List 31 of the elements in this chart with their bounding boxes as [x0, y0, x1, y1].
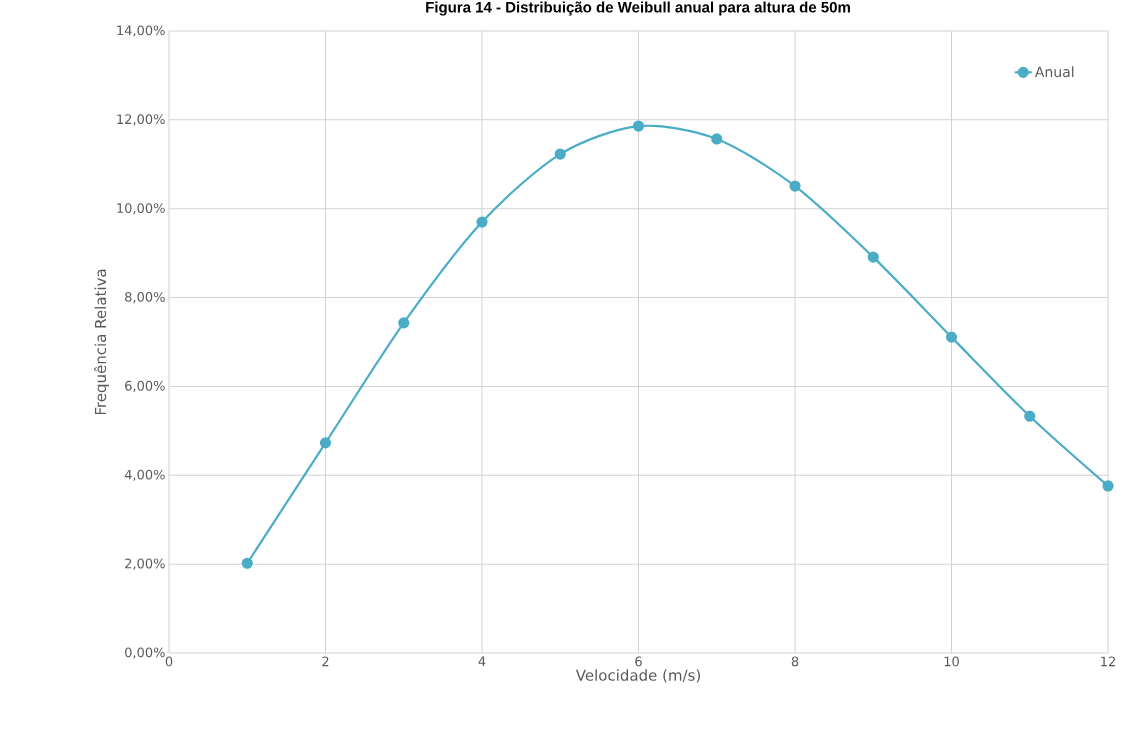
x-tick-label: 12 — [1101, 656, 1115, 667]
y-tick-label: 6,00% — [125, 380, 165, 392]
point — [398, 317, 410, 329]
point — [789, 180, 801, 192]
x-tick-label: 0 — [165, 656, 173, 667]
point — [867, 251, 879, 263]
y-tick-label: 2,00% — [125, 558, 165, 570]
y-tick-label: 12,00% — [117, 114, 165, 126]
x-tick-label: 2 — [322, 656, 329, 667]
y-tick-label: 14,00% — [117, 25, 165, 37]
x-tick-label: 8 — [791, 656, 799, 667]
point — [711, 133, 723, 145]
chart-title: Figura 14 - Distribuição de Weibull anual para altura de 50m — [426, 1, 850, 16]
point — [476, 216, 488, 228]
y-tick-label: 8,00% — [125, 291, 165, 304]
y-axis-title: Frequência Relativa — [93, 269, 110, 415]
legend-label: Anual — [1034, 66, 1074, 78]
y-tick-label: 10,00% — [117, 203, 165, 215]
point — [241, 557, 253, 569]
point — [1102, 480, 1114, 492]
x-tick-label: 6 — [635, 656, 642, 667]
point — [1024, 410, 1036, 422]
y-tick-label: 4,00% — [124, 469, 165, 481]
point — [945, 331, 958, 343]
x-tick-label: 10 — [944, 656, 959, 667]
point — [554, 148, 566, 160]
x-axis-title: Velocidade (m/s) — [575, 669, 700, 683]
point — [319, 437, 332, 449]
point — [632, 120, 645, 132]
y-tick-label: 0,00% — [125, 647, 165, 659]
x-tick-label: 4 — [478, 656, 486, 667]
